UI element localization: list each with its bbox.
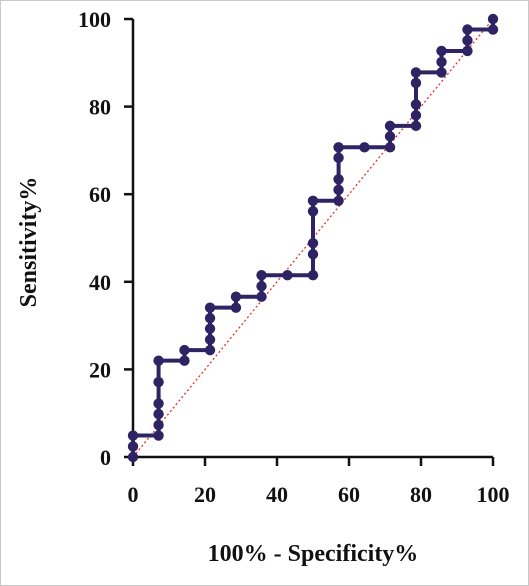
ticks-layer: 0 20 40 60 80 100 0 20 40 60 80 100 — [78, 7, 510, 507]
roc-point — [204, 344, 216, 356]
roc-point — [384, 131, 396, 142]
roc-point — [256, 291, 267, 302]
roc-point — [307, 249, 319, 260]
roc-point — [204, 323, 216, 334]
roc-point — [359, 142, 370, 153]
roc-point — [333, 152, 344, 164]
x-tick-label: 80 — [410, 482, 432, 507]
roc-point — [230, 302, 242, 313]
x-tick-label: 0 — [128, 482, 139, 507]
roc-point — [127, 441, 139, 452]
roc-point — [410, 77, 422, 89]
x-axis-title: 100% - Specificity% — [208, 541, 419, 567]
roc-point — [230, 291, 242, 302]
roc-point — [410, 110, 422, 121]
roc-point — [307, 270, 319, 281]
y-tick-label: 20 — [89, 357, 111, 382]
y-tick-label: 0 — [100, 445, 111, 470]
x-tick-label: 40 — [266, 482, 288, 507]
roc-point — [333, 174, 344, 185]
roc-point — [153, 398, 164, 409]
roc-point — [179, 344, 190, 356]
axes-layer — [131, 19, 493, 459]
roc-point — [462, 45, 473, 57]
roc-point — [153, 419, 164, 431]
x-tick-label: 100 — [477, 482, 510, 507]
roc-point — [462, 24, 473, 35]
roc-point — [436, 67, 447, 78]
roc-point — [204, 302, 216, 313]
roc-point — [307, 206, 319, 217]
x-tick-label: 20 — [194, 482, 216, 507]
roc-point — [307, 195, 319, 206]
roc-point — [462, 35, 473, 46]
roc-point — [127, 430, 139, 441]
roc-point — [307, 238, 319, 249]
roc-point — [384, 120, 396, 132]
y-tick-label: 60 — [89, 182, 111, 207]
roc-point — [256, 270, 267, 281]
roc-point — [179, 355, 190, 366]
y-axis-title: Sensitivity% — [16, 177, 42, 308]
roc-point — [384, 142, 396, 153]
roc-point — [153, 355, 164, 366]
roc-point — [153, 376, 164, 388]
x-tick-label: 60 — [338, 482, 360, 507]
y-tick-label: 100 — [78, 7, 111, 32]
roc-point — [436, 45, 447, 57]
roc-point — [487, 13, 499, 25]
y-tick-label: 80 — [89, 95, 111, 120]
roc-point — [410, 67, 422, 78]
y-tick-label: 40 — [89, 270, 111, 295]
roc-point — [127, 451, 139, 463]
roc-point — [410, 120, 422, 132]
roc-point — [153, 430, 164, 441]
roc-point — [204, 334, 216, 345]
roc-point — [410, 99, 422, 110]
roc-point — [436, 56, 447, 68]
roc-point — [487, 24, 499, 35]
roc-point — [333, 195, 344, 206]
roc-point — [333, 142, 344, 153]
roc-point — [153, 408, 164, 420]
roc-point — [333, 184, 344, 196]
roc-point — [204, 312, 216, 324]
roc-series-layer — [127, 13, 499, 463]
roc-point — [282, 270, 293, 281]
roc-point — [256, 280, 267, 292]
